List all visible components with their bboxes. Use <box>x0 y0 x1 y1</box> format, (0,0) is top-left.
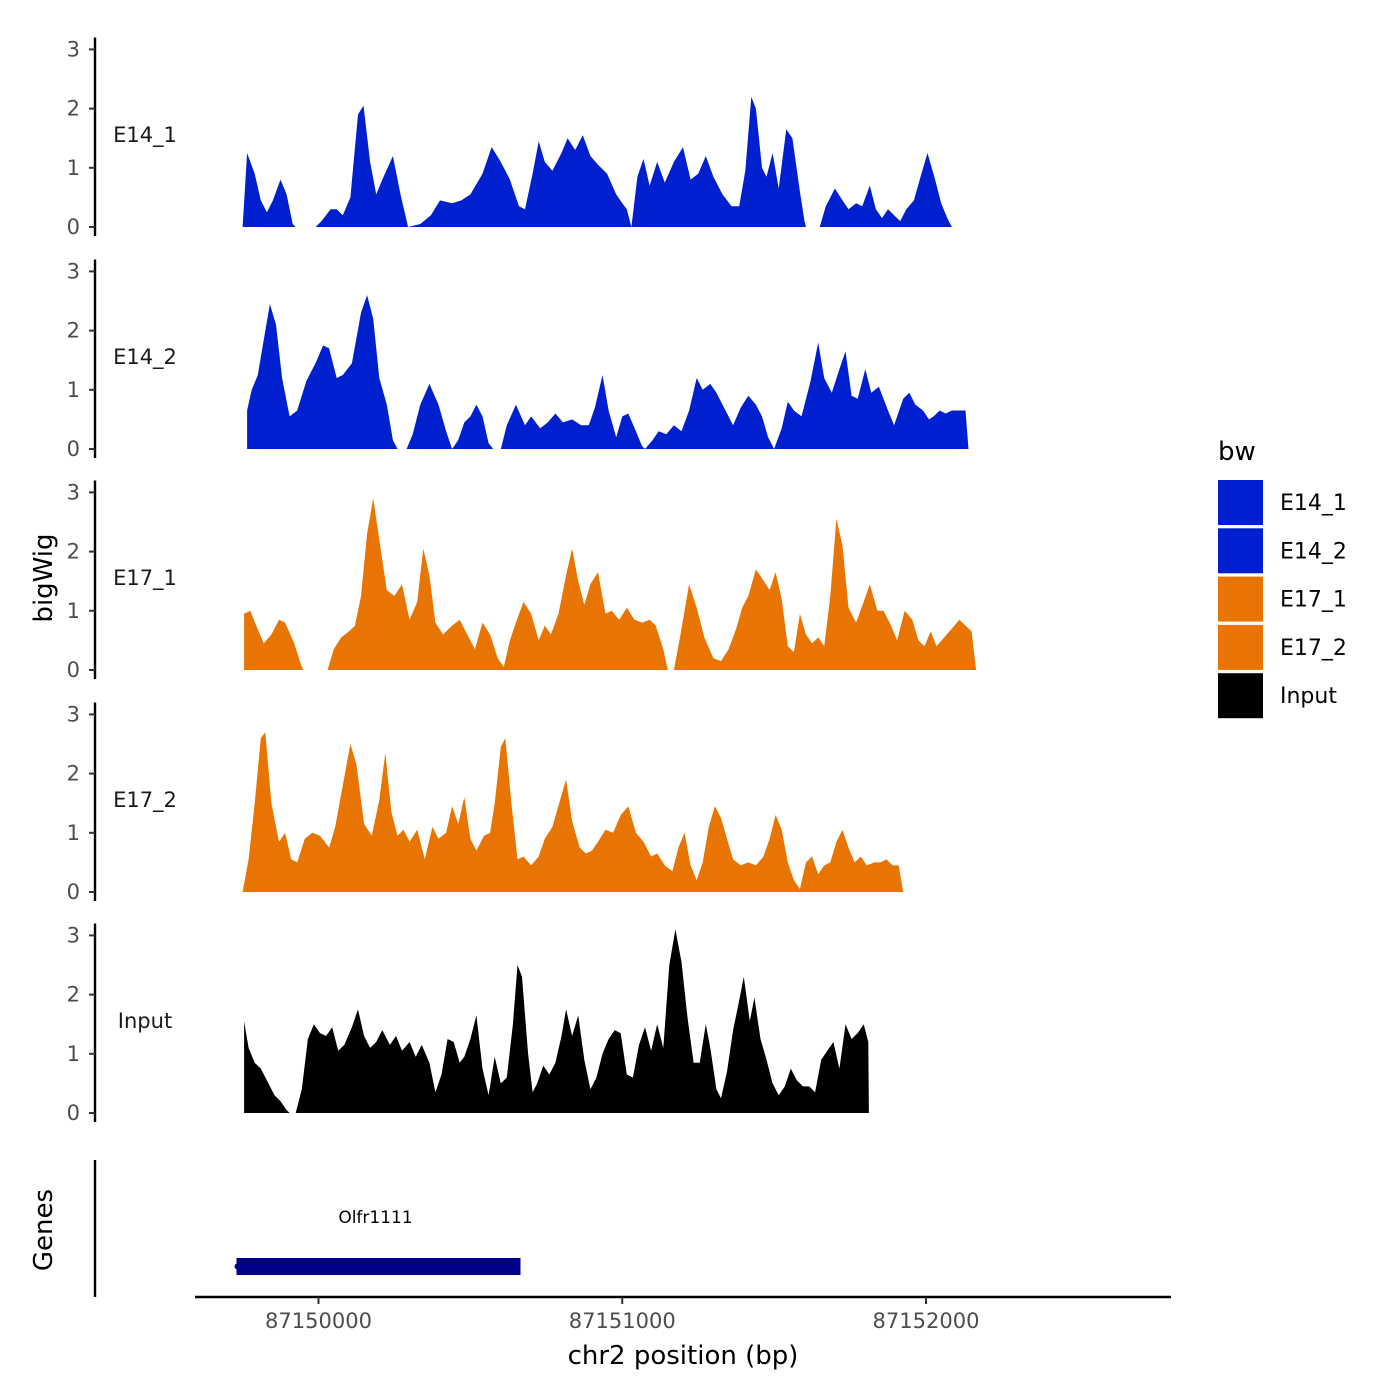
y-tick-label: 3 <box>67 480 80 504</box>
legend-label: E14_2 <box>1280 539 1347 564</box>
genes-panel-title: Genes <box>29 1189 59 1271</box>
legend-title: bw <box>1218 437 1256 467</box>
track-label: Input <box>118 1009 172 1033</box>
legend: bw E14_1 E14_2 E17_1 E17_2 Input <box>1218 437 1347 719</box>
y-tick-label: 0 <box>67 880 80 904</box>
legend-item-e17-1: E17_1 <box>1218 576 1347 622</box>
signal-area-e17-1 <box>244 498 977 670</box>
legend-swatch <box>1218 576 1263 622</box>
y-axis-title: bigWig <box>29 533 59 622</box>
legend-label: E17_2 <box>1280 636 1347 661</box>
y-tick-label: 3 <box>67 259 80 283</box>
x-tick-label: 87151000 <box>569 1309 676 1333</box>
y-tick-label: 1 <box>67 156 80 180</box>
track-e17-1: 0 1 2 3 E17_1 <box>67 480 977 682</box>
y-tick-label: 3 <box>67 37 80 61</box>
y-tick-label: 1 <box>67 821 80 845</box>
x-tick-label: 87152000 <box>873 1309 980 1333</box>
signal-area-input <box>244 929 869 1113</box>
tracks-layer: 0 1 2 3 E14_1 0 1 2 3 E14_2 0 1 2 3 E17_1 0 1 2 3 E17_2 0 1 2 3… <box>67 37 977 1125</box>
legend-item-e14-1: E14_1 <box>1218 480 1347 525</box>
y-tick-label: 2 <box>67 319 80 343</box>
track-label: E17_1 <box>113 566 177 591</box>
y-tick-label: 3 <box>67 702 80 726</box>
y-tick-label: 0 <box>67 1101 80 1125</box>
signal-area-e17-2 <box>242 732 904 892</box>
gene-label: Olfr1111 <box>338 1208 412 1228</box>
track-e17-2: 0 1 2 3 E17_2 <box>67 702 904 904</box>
legend-label: E17_1 <box>1280 588 1347 613</box>
y-tick-label: 0 <box>67 437 80 461</box>
gene-start-marker <box>234 1263 241 1270</box>
legend-swatch <box>1218 624 1263 670</box>
gene-olfr1111: Olfr1111 <box>234 1208 521 1275</box>
x-axis-title: chr2 position (bp) <box>568 1341 799 1371</box>
x-tick-label: 87150000 <box>265 1309 372 1333</box>
y-tick-label: 0 <box>67 658 80 682</box>
legend-swatch <box>1218 673 1263 719</box>
track-label: E14_2 <box>113 345 177 370</box>
track-label: E14_1 <box>113 123 177 148</box>
y-tick-label: 1 <box>67 378 80 402</box>
y-tick-label: 1 <box>67 1042 80 1066</box>
signal-area-e14-2 <box>247 295 969 449</box>
legend-item-e17-2: E17_2 <box>1218 624 1347 670</box>
legend-swatch <box>1218 480 1263 525</box>
y-tick-label: 2 <box>67 762 80 786</box>
gene-body <box>236 1258 521 1275</box>
legend-label: E14_1 <box>1280 491 1347 516</box>
legend-swatch <box>1218 528 1263 574</box>
track-input: 0 1 2 3 Input <box>67 923 869 1125</box>
y-tick-label: 2 <box>67 983 80 1007</box>
track-e14-2: 0 1 2 3 E14_2 <box>67 259 969 461</box>
y-tick-label: 2 <box>67 540 80 564</box>
track-e14-1: 0 1 2 3 E14_1 <box>67 37 952 239</box>
signal-area-e14-1 <box>242 96 952 227</box>
legend-item-input: Input <box>1218 673 1337 719</box>
legend-item-e14-2: E14_2 <box>1218 528 1347 574</box>
y-tick-label: 1 <box>67 599 80 623</box>
y-tick-label: 0 <box>67 215 80 239</box>
y-tick-label: 2 <box>67 97 80 121</box>
genes-layer: Olfr1111 <box>93 1160 521 1297</box>
x-axis: 87150000 87151000 87152000 <box>195 1295 1171 1333</box>
track-label: E17_2 <box>113 788 177 813</box>
y-tick-label: 3 <box>67 923 80 947</box>
legend-label: Input <box>1280 684 1337 709</box>
